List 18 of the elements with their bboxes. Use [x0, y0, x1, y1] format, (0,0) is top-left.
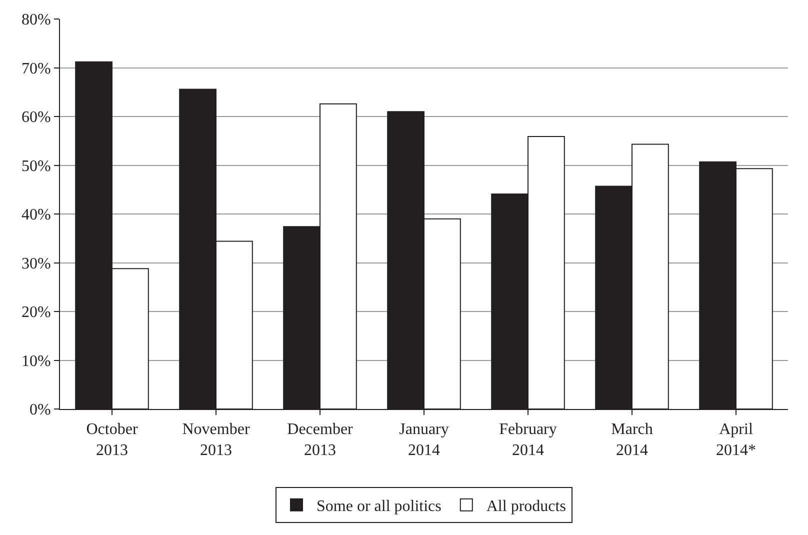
y-tick-label: 10% [21, 352, 51, 370]
x-tick-label: March 2014 [611, 421, 653, 459]
x-tick-label: December 2013 [287, 421, 354, 459]
x-tick-label: February 2014 [499, 421, 557, 459]
x-tick-label: October 2013 [86, 421, 138, 459]
y-tick-label: 80% [21, 12, 51, 29]
legend-label: All products [486, 498, 566, 516]
y-tick-label: 70% [21, 60, 51, 78]
y-tick-label: 20% [21, 304, 51, 322]
y-tick-label: 50% [21, 158, 51, 175]
y-tick-label: 40% [21, 206, 51, 224]
legend-label: Some or all politics [316, 498, 442, 516]
y-tick-label: 60% [21, 109, 51, 126]
y-tick-label: 30% [21, 255, 51, 272]
x-tick-label: November 2013 [182, 421, 250, 459]
x-tick-label: April 2014* [716, 421, 756, 459]
y-tick-label: 0% [29, 402, 51, 419]
x-tick-label: January 2014 [399, 421, 449, 459]
